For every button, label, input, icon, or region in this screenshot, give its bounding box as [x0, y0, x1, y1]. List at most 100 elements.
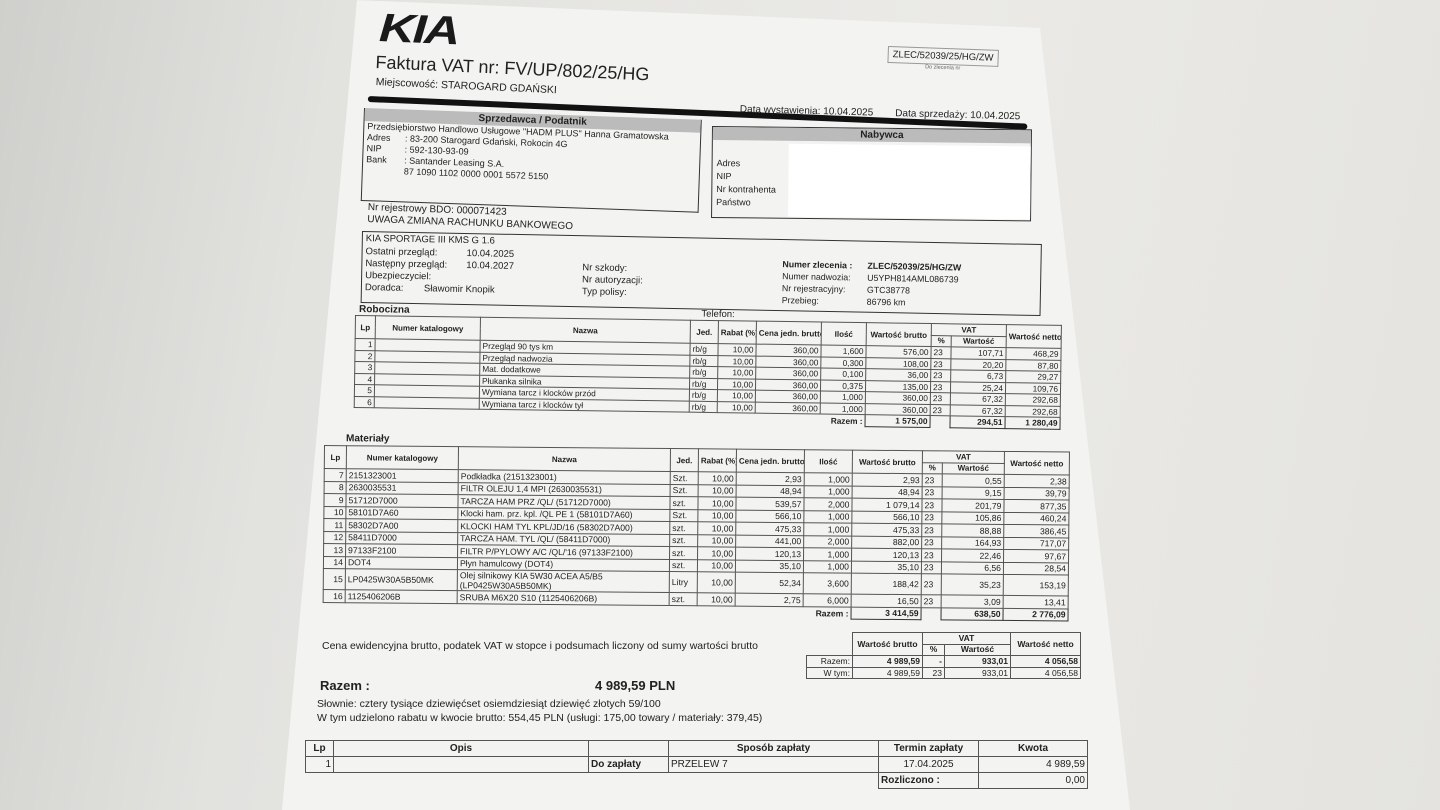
col-vat-pct: %: [931, 335, 952, 347]
vehicle-box: KIA SPORTAGE III KMS G 1.6 Ostatni przeg…: [360, 231, 1042, 320]
seller-box: Sprzedawca / Podatnik Przedsiębiorstwo H…: [360, 108, 702, 213]
cell: 539,57: [735, 497, 805, 511]
cell: 1,000: [804, 472, 853, 486]
pay-col: Opis: [333, 740, 589, 757]
reg-label: Nr rejestracyjny:: [781, 283, 846, 295]
cell: 717,07: [1003, 536, 1069, 551]
cell: 5: [354, 384, 375, 397]
cell: 17.04.2025: [878, 756, 979, 773]
cell: 4 056,58: [1010, 666, 1081, 679]
buyer-title: Nabywca: [712, 127, 1031, 144]
cell: Do zapłaty: [588, 756, 669, 773]
cell: szt.: [669, 496, 699, 510]
cell: 360,00: [865, 391, 931, 405]
cell: 28,54: [1003, 561, 1069, 576]
cell: 1: [355, 338, 376, 351]
cell: 360,00: [865, 403, 931, 416]
cell: 933,01: [944, 655, 1011, 668]
total-label: Razem :: [320, 678, 370, 693]
next-inspection: 10.04.2027: [466, 260, 515, 272]
cell: 10,00: [697, 592, 736, 606]
cell: Szt.: [670, 471, 699, 485]
cell: 15: [323, 568, 346, 590]
cell: szt.: [669, 521, 698, 535]
cell: 23: [921, 573, 942, 595]
cell: Razem:: [806, 655, 853, 668]
col-catalog: Numer katalogowy: [346, 445, 459, 470]
cell: 2,38: [1004, 474, 1070, 488]
cell: 0,300: [820, 356, 866, 369]
cell: 1,000: [820, 402, 866, 415]
cell: 1,600: [820, 345, 867, 358]
cell: 11: [323, 518, 346, 532]
cell: 360,00: [755, 355, 821, 369]
advisor-label: Doradca:: [364, 282, 404, 294]
totals-label: Razem :: [830, 415, 863, 426]
cell: 10: [323, 506, 346, 519]
cell: 23: [930, 346, 952, 359]
cell: 48,94: [852, 485, 923, 499]
col-name: Nazwa: [458, 446, 671, 472]
pay-col: Kwota: [978, 740, 1088, 757]
auth-label: Nr autoryzacji:: [581, 274, 643, 287]
discount-info: W tym udzielono rabatu w kwocie brutto: …: [317, 712, 763, 724]
summary-table-wrap: Wartość brutto VAT Wartość netto % Wartość …: [806, 632, 1081, 679]
cell: 386,45: [1003, 524, 1069, 538]
cell: 23: [930, 404, 951, 416]
amount-words: Słownie: cztery tysiące dziewięćset osie…: [317, 697, 797, 725]
cell: 164,93: [941, 536, 1004, 550]
last-inspection: 10.04.2025: [466, 248, 515, 260]
col-unit_price: Cena jedn. brutto: [756, 321, 822, 346]
cell: 576,00: [865, 345, 932, 359]
cell: 188,42: [851, 573, 922, 595]
cell: 35,10: [735, 559, 804, 573]
cell: 23: [921, 594, 942, 608]
cell: 23: [930, 358, 951, 370]
cell: 10,00: [698, 484, 737, 498]
cell: 360,00: [755, 344, 822, 357]
col-gross: Wartość brutto: [852, 450, 923, 474]
cell: 4 989,59: [852, 655, 923, 668]
cell: 23: [922, 473, 943, 487]
col-net: Wartość netto: [1004, 451, 1070, 476]
cell: 120,13: [851, 548, 922, 562]
col-qty: Ilość: [804, 449, 853, 474]
cell: 10,00: [717, 401, 756, 414]
cell: 10,00: [697, 509, 736, 523]
total-gross: 1 575,00: [864, 414, 931, 428]
cell: 475,33: [735, 522, 804, 536]
cell: 10,00: [717, 378, 756, 391]
pricing-note: Cena ewidencyjna brutto, podatek VAT w s…: [322, 640, 758, 652]
cell: 67,32: [950, 392, 1006, 406]
summary-row: Razem: 4 989,59-933,01 4 056,58: [806, 655, 1081, 668]
cell: 9,15: [942, 486, 1005, 500]
buyer-address-label: Adres: [716, 158, 741, 169]
col-gross: Wartość brutto: [866, 322, 932, 347]
cell: 13: [323, 543, 346, 557]
col-net: Wartość netto: [1006, 324, 1062, 349]
cell: 292,68: [1005, 393, 1061, 406]
cell: 1,000: [803, 510, 852, 524]
materials-table: Lp Numer katalogowy Nazwa Jed. Rabat (%) Cena…: [323, 445, 1070, 622]
cell: 0,55: [942, 473, 1005, 487]
col-vat-pct: %: [922, 643, 945, 656]
cell: 10,00: [717, 366, 756, 379]
cell: 107,71: [950, 346, 1007, 360]
cell: 87,80: [1005, 359, 1061, 372]
cell: 58411D7000: [345, 531, 458, 545]
pay-col: Sposób zapłaty: [668, 740, 879, 757]
cell: 10,00: [697, 534, 736, 548]
cell: LP0425W30A5B50MK: [345, 568, 458, 591]
pay-col: [588, 740, 669, 757]
cell: 12: [323, 531, 346, 544]
cell: 10,00: [697, 559, 736, 573]
order-number: ZLEC/52039/25/HG/ZW: [867, 260, 962, 273]
summary-row: W tym: 4 989,59 23 933,01 4 056,58: [806, 666, 1081, 679]
cell: 10,00: [717, 343, 757, 356]
cell: 88,88: [941, 523, 1004, 537]
last-inspection-label: Ostatni przegląd:: [365, 246, 438, 259]
cell: Litry: [669, 571, 698, 593]
col-discount: Rabat (%): [698, 448, 737, 473]
cell: 35,23: [941, 573, 1004, 596]
insurer-label: Ubezpieczyciel:: [365, 270, 432, 283]
